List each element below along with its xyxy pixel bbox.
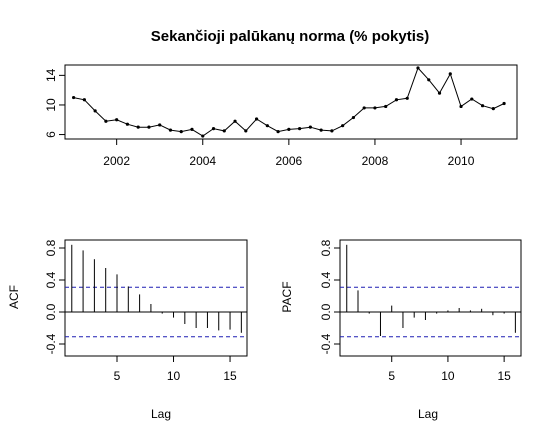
acf-x-axis-label: Lag [151, 407, 171, 421]
pacf-plot-box [339, 239, 522, 357]
y-tick-label: -0.4 [319, 333, 333, 354]
y-tick-label: 0.8 [44, 239, 58, 256]
data-point [362, 106, 366, 110]
data-point [459, 104, 463, 109]
acf-plot-box [64, 239, 248, 357]
pacf-y-axis-label: PACF [280, 281, 294, 312]
data-point [158, 123, 162, 127]
x-tick-label: 15 [223, 369, 237, 383]
data-point [448, 72, 452, 76]
x-tick-label: 2002 [103, 154, 130, 168]
y-tick-label: 0.0 [319, 303, 333, 320]
time-series-x-ticks: 2002 2004 2006 2008 2010 [103, 139, 475, 168]
x-tick-label: 5 [388, 369, 395, 383]
data-point [373, 106, 377, 110]
x-tick-label: 2010 [448, 154, 475, 168]
x-tick-label: 15 [497, 369, 511, 383]
data-point [179, 130, 183, 134]
data-point [244, 129, 248, 133]
data-point [405, 96, 409, 100]
acf-bars [65, 244, 247, 338]
data-point [211, 127, 216, 131]
data-point [72, 95, 76, 100]
y-tick-label: 10 [44, 98, 58, 112]
data-point [115, 118, 119, 122]
time-series-y-ticks: 6 10 14 [44, 68, 65, 138]
data-point [470, 97, 474, 101]
pacf-x-ticks: 5 10 15 [388, 356, 511, 383]
data-point [136, 125, 140, 129]
data-point [82, 98, 86, 102]
data-point [427, 78, 431, 82]
data-point [287, 127, 291, 131]
data-point [125, 122, 130, 126]
y-tick-label: 6 [44, 131, 58, 138]
pacf-x-axis-label: Lag [418, 407, 438, 421]
data-point [190, 127, 194, 131]
chart-title: Sekančioji palūkanų norma (% pokytis) [151, 28, 429, 45]
y-tick-label: 14 [44, 68, 58, 82]
x-tick-label: 2004 [189, 154, 216, 168]
data-point [168, 128, 173, 132]
data-point [330, 129, 334, 133]
data-point [104, 119, 108, 123]
y-tick-label: 0.4 [44, 271, 58, 288]
data-point [394, 98, 399, 102]
acf-y-axis-label: ACF [7, 285, 21, 309]
acf-panel: -0.4 0.0 0.4 0.8 5 10 15 ACF Lag [7, 239, 248, 421]
data-point [319, 128, 323, 132]
x-tick-label: 10 [167, 369, 181, 383]
data-point [491, 107, 495, 111]
data-point [437, 91, 442, 95]
pacf-bars [340, 244, 521, 338]
data-point [298, 127, 302, 131]
data-point [93, 109, 97, 113]
acf-y-ticks: -0.4 0.0 0.4 0.8 [44, 239, 65, 354]
time-series-points [72, 66, 506, 138]
x-tick-label: 10 [441, 369, 455, 383]
data-point [416, 66, 420, 70]
data-point [308, 125, 312, 129]
y-tick-label: 0.8 [319, 239, 333, 256]
time-series-panel: Sekančioji palūkanų norma (% pokytis) 6 1… [44, 28, 518, 168]
pacf-panel: -0.4 0.0 0.4 0.8 5 10 15 PACF Lag [280, 239, 522, 421]
data-point [201, 134, 205, 138]
data-point [147, 125, 151, 129]
y-tick-label: 0.0 [44, 303, 58, 320]
data-point [233, 119, 237, 123]
y-tick-label: 0.4 [319, 271, 333, 288]
data-point [222, 129, 226, 133]
data-point [254, 117, 259, 121]
x-tick-label: 2006 [275, 154, 302, 168]
data-point [276, 130, 280, 134]
data-point [384, 104, 388, 109]
data-point [351, 115, 356, 120]
data-point [480, 104, 485, 108]
data-point [502, 101, 506, 106]
x-tick-label: 2008 [362, 154, 389, 168]
pacf-y-ticks: -0.4 0.0 0.4 0.8 [319, 239, 340, 354]
time-series-plot-box [64, 64, 518, 140]
x-tick-label: 5 [114, 369, 121, 383]
data-point [265, 124, 269, 128]
acf-x-ticks: 5 10 15 [114, 356, 237, 383]
y-tick-label: -0.4 [44, 333, 58, 354]
data-point [341, 124, 345, 128]
